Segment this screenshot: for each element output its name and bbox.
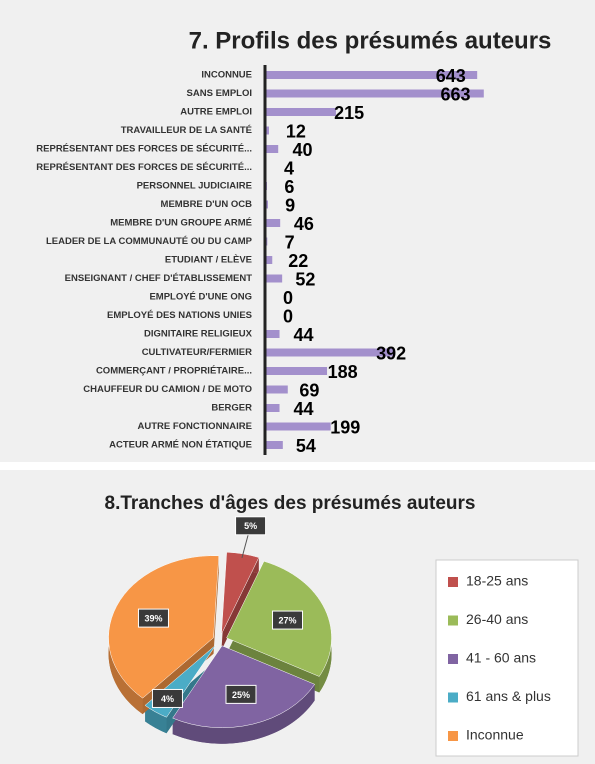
bar: [265, 404, 280, 412]
y-tick-label: ACTEUR ARMÉ NON ÉTATIQUE: [109, 440, 252, 451]
label-box: [225, 684, 257, 704]
value-label: 0: [283, 288, 293, 308]
y-tick-label: EMPLOYÉ D'UNE ONG: [149, 292, 252, 303]
value-label: 188: [328, 362, 358, 382]
value-label: 40: [293, 140, 313, 160]
bar: [265, 441, 283, 449]
bar: [265, 219, 281, 227]
slice-side: [172, 684, 315, 744]
y-tick-label: EMPLOYÉ DES NATIONS UNIES: [107, 310, 252, 321]
legend-label: Inconnue: [466, 727, 524, 743]
bar: [265, 367, 328, 375]
value-label: 4: [284, 158, 294, 178]
value-label: 215: [334, 103, 364, 123]
value-label: 69: [299, 380, 319, 400]
value-label: 0: [283, 306, 293, 326]
y-tick-label: ETUDIANT / ELÈVE: [165, 255, 252, 266]
value-label: 663: [441, 84, 471, 104]
label-box: [235, 516, 267, 536]
bar: [265, 71, 478, 79]
legend-label: 61 ans & plus: [466, 688, 551, 704]
bar: [265, 89, 484, 98]
y-tick-label: SANS EMPLOI: [187, 88, 252, 99]
legend-label: 41 - 60 ans: [466, 650, 536, 666]
y-tick-label: REPRÉSENTANT DES FORCES DE SÉCURITÉ...: [36, 144, 252, 155]
value-label: 46: [294, 214, 314, 234]
y-tick-label: AUTRE FONCTIONNAIRE: [137, 421, 252, 432]
bar: [265, 126, 269, 135]
value-label: 22: [288, 251, 308, 271]
value-label: 392: [376, 343, 406, 363]
legend-swatch: [448, 692, 458, 703]
bar: [265, 108, 336, 116]
legend-swatch: [448, 577, 458, 587]
label-box: [272, 610, 304, 630]
chart-title: 7. Profils des présumés auteurs: [189, 27, 552, 54]
y-tick-label: INCONNUE: [201, 70, 252, 81]
value-label: 12: [286, 121, 306, 141]
label-box: [137, 608, 169, 628]
y-tick-label: BERGER: [211, 403, 252, 414]
value-label: 54: [296, 436, 316, 456]
value-label: 9: [285, 195, 295, 215]
value-label: 5%: [244, 521, 257, 531]
legend-swatch: [448, 731, 458, 741]
bar: [265, 274, 283, 283]
chart-title: 8.Tranches d'âges des présumés auteurs: [105, 493, 476, 514]
value-label: 7: [285, 232, 295, 252]
y-tick-label: TRAVAILLEUR DE LA SANTÉ: [121, 125, 252, 136]
y-tick-label: CULTIVATEUR/FERMIER: [142, 347, 252, 358]
legend-label: 26-40 ans: [466, 611, 528, 627]
value-label: 199: [330, 417, 360, 437]
y-tick-label: DIGNITAIRE RELIGIEUX: [144, 329, 253, 340]
legend-swatch: [448, 654, 458, 664]
slice-side: [145, 705, 167, 734]
value-label: 44: [293, 399, 313, 419]
value-label: 643: [436, 66, 466, 86]
y-tick-label: REPRÉSENTANT DES FORCES DE SÉCURITÉ...: [36, 162, 252, 173]
value-label: 4%: [161, 694, 174, 704]
y-tick-label: PERSONNEL JUDICIAIRE: [137, 181, 252, 192]
bar: [265, 256, 273, 264]
y-tick-label: MEMBRE D'UN OCB: [161, 199, 253, 210]
bar: [265, 422, 331, 431]
value-label: 25%: [232, 690, 250, 700]
y-tick-label: COMMERÇANT / PROPRIÉTAIRE...: [96, 366, 252, 377]
value-label: 39%: [144, 613, 162, 623]
bar: [265, 145, 279, 153]
y-tick-label: ENSEIGNANT / CHEF D'ÉTABLISSEMENT: [65, 273, 253, 284]
legend: [435, 559, 579, 757]
bar: [265, 385, 288, 394]
value-label: 44: [293, 325, 313, 345]
legend-swatch: [448, 615, 458, 626]
bar: [265, 348, 395, 357]
y-tick-label: CHAUFFEUR DU CAMION / DE MOTO: [83, 384, 252, 395]
value-label: 52: [295, 269, 315, 289]
value-label: 6: [284, 177, 294, 197]
bar: [265, 330, 280, 338]
legend-label: 18-25 ans: [466, 573, 528, 589]
y-tick-label: AUTRE EMPLOI: [180, 107, 252, 118]
y-tick-label: LEADER DE LA COMMUNAUTÉ OU DU CAMP: [46, 236, 253, 247]
y-tick-label: MEMBRE D'UN GROUPE ARMÉ: [110, 218, 252, 229]
label-box: [151, 688, 183, 708]
value-label: 27%: [279, 615, 297, 625]
